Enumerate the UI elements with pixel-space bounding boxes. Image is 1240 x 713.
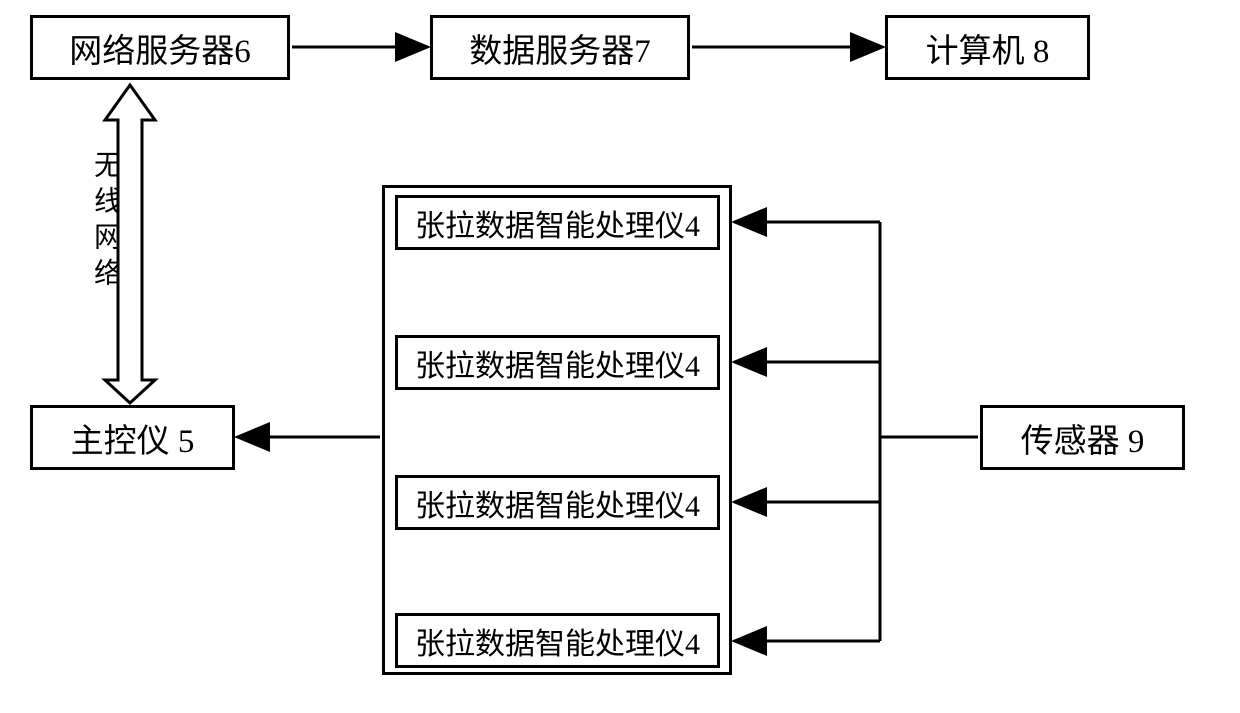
- proc1-label: 张拉数据智能处理仪4: [415, 201, 700, 245]
- proc-group-box: [382, 185, 732, 675]
- sensor-box: 传感器 9: [980, 405, 1185, 470]
- main-ctrl-box: 主控仪 5: [30, 405, 235, 470]
- proc4-label: 张拉数据智能处理仪4: [415, 619, 700, 663]
- data-server-label: 数据服务器7: [469, 24, 651, 72]
- main-ctrl-label: 主控仪 5: [71, 414, 195, 462]
- net-server-box: 网络服务器6: [30, 15, 290, 80]
- proc3-label: 张拉数据智能处理仪4: [415, 481, 700, 525]
- data-server-box: 数据服务器7: [430, 15, 690, 80]
- proc2-label: 张拉数据智能处理仪4: [415, 341, 700, 385]
- sensor-label: 传感器 9: [1021, 414, 1145, 462]
- proc3-box: 张拉数据智能处理仪4: [395, 475, 720, 530]
- proc2-box: 张拉数据智能处理仪4: [395, 335, 720, 390]
- proc1-box: 张拉数据智能处理仪4: [395, 195, 720, 250]
- edge-sensor-to-proc: [734, 222, 978, 641]
- computer-box: 计算机 8: [885, 15, 1090, 80]
- proc4-box: 张拉数据智能处理仪4: [395, 613, 720, 668]
- net-server-label: 网络服务器6: [69, 24, 251, 72]
- wireless-label: 无线网络: [85, 150, 125, 294]
- computer-label: 计算机 8: [926, 24, 1050, 72]
